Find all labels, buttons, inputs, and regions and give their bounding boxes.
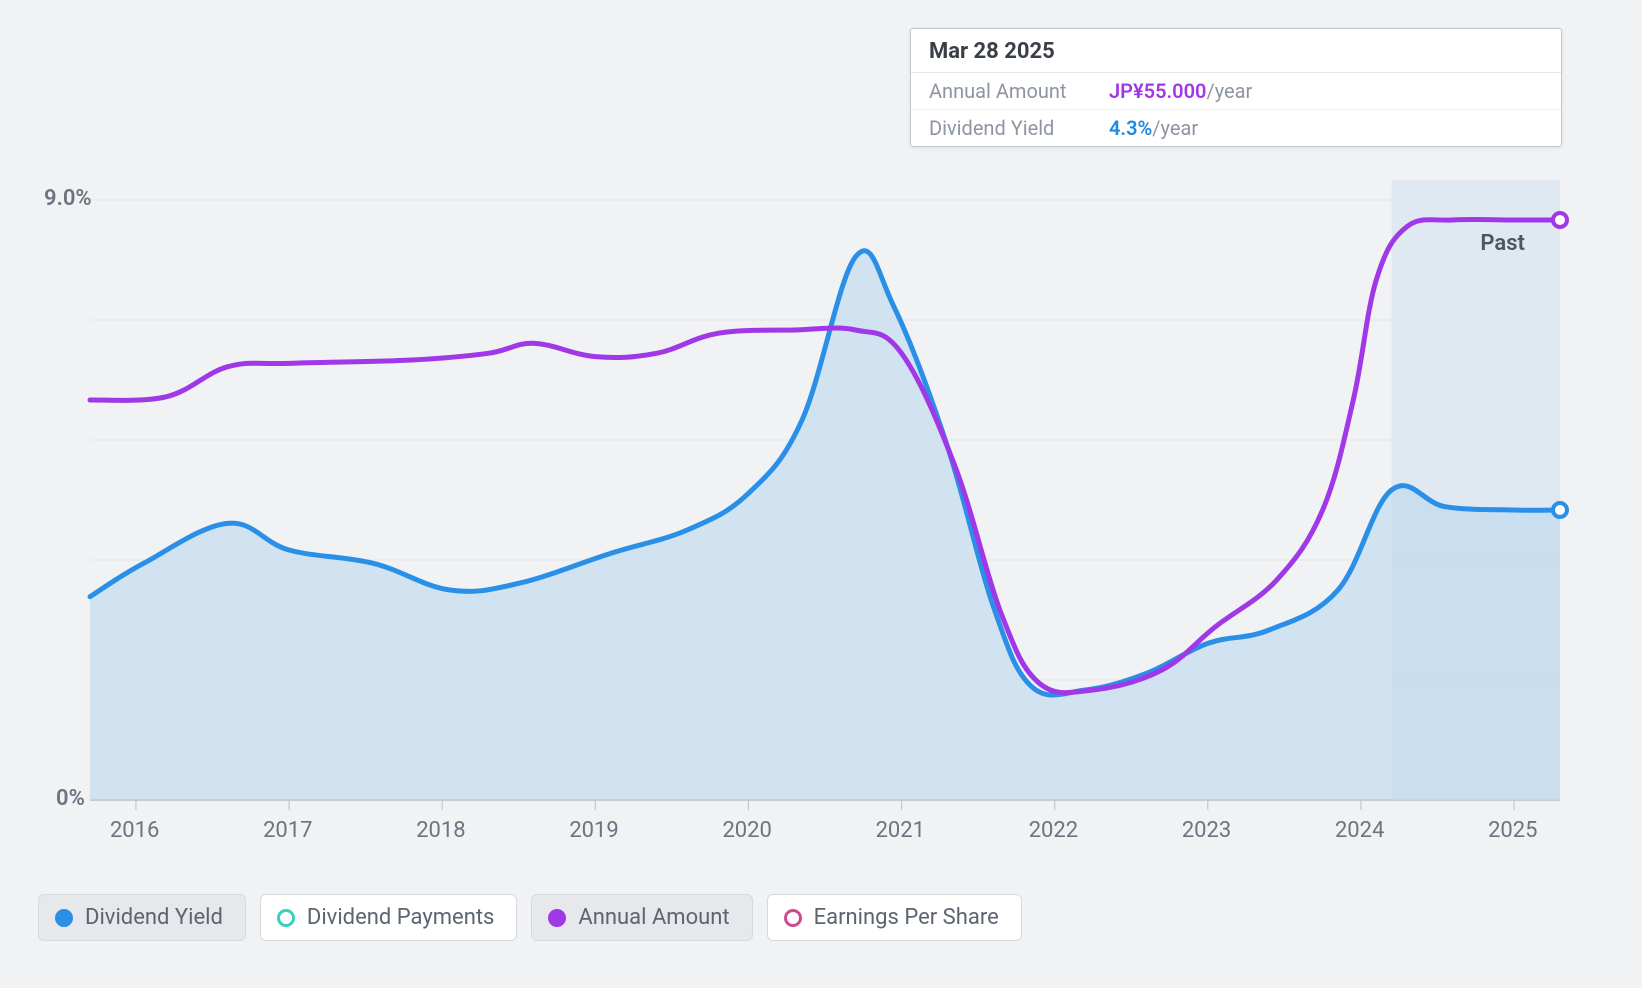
chart-legend: Dividend Yield Dividend Payments Annual Am… [38,894,1022,941]
x-axis-tick-label: 2021 [876,818,925,843]
x-axis-tick-label: 2025 [1488,818,1537,843]
chart-svg [0,0,1642,988]
legend-item[interactable]: Earnings Per Share [767,894,1022,941]
x-axis-tick-label: 2017 [263,818,312,843]
legend-item[interactable]: Annual Amount [531,894,752,941]
tooltip-row-label: Dividend Yield [929,116,1109,140]
legend-item[interactable]: Dividend Yield [38,894,246,941]
x-axis-tick-label: 2019 [569,818,618,843]
chart-tooltip: Mar 28 2025 Annual Amount JP¥55.000/year… [910,28,1562,147]
x-axis-tick-label: 2020 [722,818,771,843]
y-axis-tick-min: 0% [56,786,85,811]
tooltip-row-value: 4.3%/year [1109,116,1198,140]
y-axis-tick-max: 9.0% [44,186,92,211]
tooltip-row-value: JP¥55.000/year [1109,79,1252,103]
legend-swatch-icon [784,909,802,927]
tooltip-row-annual-amount: Annual Amount JP¥55.000/year [911,73,1561,110]
legend-item-label: Annual Amount [578,905,729,930]
legend-item-label: Dividend Payments [307,905,495,930]
legend-item-label: Earnings Per Share [814,905,999,930]
tooltip-row-label: Annual Amount [929,79,1109,103]
tooltip-date: Mar 28 2025 [911,29,1561,73]
x-axis-tick-label: 2022 [1029,818,1078,843]
legend-item-label: Dividend Yield [85,905,223,930]
legend-item[interactable]: Dividend Payments [260,894,518,941]
x-axis-tick-label: 2023 [1182,818,1231,843]
x-axis-tick-label: 2018 [416,818,465,843]
x-axis-tick-label: 2024 [1335,818,1384,843]
dividend-chart-container: { "chart": { "type": "line-area", "backg… [0,0,1642,988]
legend-swatch-icon [277,909,295,927]
past-region-label: Past [1480,231,1525,256]
tooltip-row-dividend-yield: Dividend Yield 4.3%/year [911,110,1561,146]
legend-swatch-icon [55,909,73,927]
legend-swatch-icon [548,909,566,927]
x-axis-tick-label: 2016 [110,818,159,843]
